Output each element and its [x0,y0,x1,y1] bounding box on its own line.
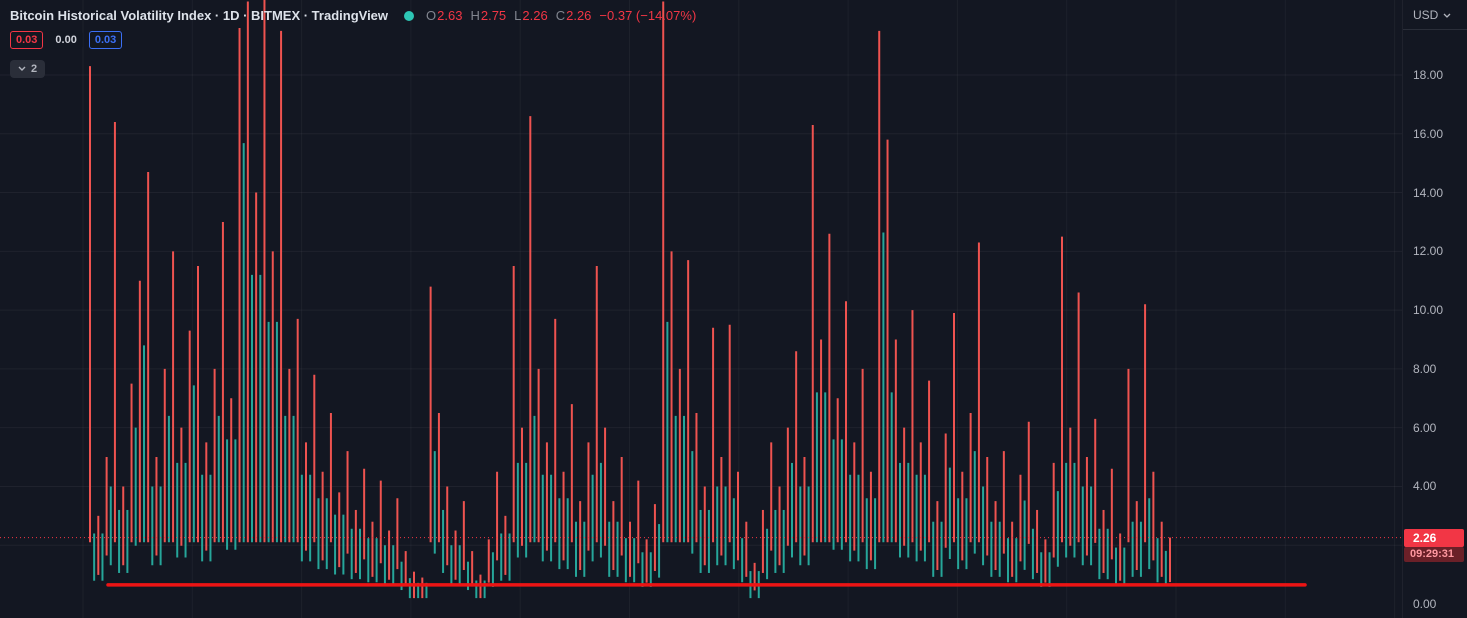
price-tick: 14.00 [1413,185,1444,200]
indicator-value-badge: 0.00 [49,31,83,49]
price-tick: 10.00 [1413,303,1444,318]
indicator-value-badge: 0.03 [10,31,44,49]
price-tick: 4.00 [1413,479,1437,494]
ohlc-close: C2.26 [556,8,592,23]
close-value: 2.26 [566,8,592,23]
currency-label: USD [1413,8,1439,22]
chevron-down-icon [18,66,26,71]
source-dot-icon [404,10,415,21]
open-value: 2.63 [437,8,463,23]
bar-countdown-label: 09:29:31 [1404,547,1464,562]
ohlc-values: O2.63 H2.75 L2.26 C2.26 [426,8,591,23]
last-price-label: 2.26 [1404,529,1464,547]
price-tick: 12.00 [1413,244,1444,259]
collapse-indicators-button[interactable]: 2 [10,59,46,78]
legend-controls-row: 2 [10,58,696,78]
symbol-title[interactable]: Bitcoin Historical Volatility Index · 1D… [10,8,389,23]
chart-legend: Bitcoin Historical Volatility Index · 1D… [10,8,696,78]
candles [89,0,1171,599]
low-label: L [514,8,522,23]
change-value: −0.37 (−14.07%) [599,8,697,23]
axis-separator [1403,29,1467,30]
close-label: C [555,8,566,23]
high-value: 2.75 [480,8,507,23]
price-tick: 8.00 [1413,361,1437,376]
price-tick: 0.00 [1413,597,1437,611]
ohlc-low: L2.26 [514,8,548,23]
price-tick: 16.00 [1413,126,1444,141]
indicator-value-badge: 0.03 [88,31,123,49]
price-tick: 6.00 [1413,420,1437,435]
ohlc-high: H2.75 [470,8,506,23]
gridlines [0,0,1403,618]
open-label: O [426,8,437,23]
ohlc-open: O2.63 [426,8,462,23]
price-tick: 18.00 [1413,68,1444,82]
indicator-values-row: 0.03 0.00 0.03 [10,31,696,49]
collapse-count: 2 [31,62,38,75]
low-value: 2.26 [522,8,548,23]
currency-selector[interactable]: USD [1403,0,1467,29]
legend-title-row: Bitcoin Historical Volatility Index · 1D… [10,8,696,23]
chevron-down-icon [1443,13,1451,18]
high-label: H [470,8,480,23]
price-scale[interactable]: USD 18.00 16.00 14.00 12.00 10.00 8.00 6.00 4.0… [1402,0,1467,618]
